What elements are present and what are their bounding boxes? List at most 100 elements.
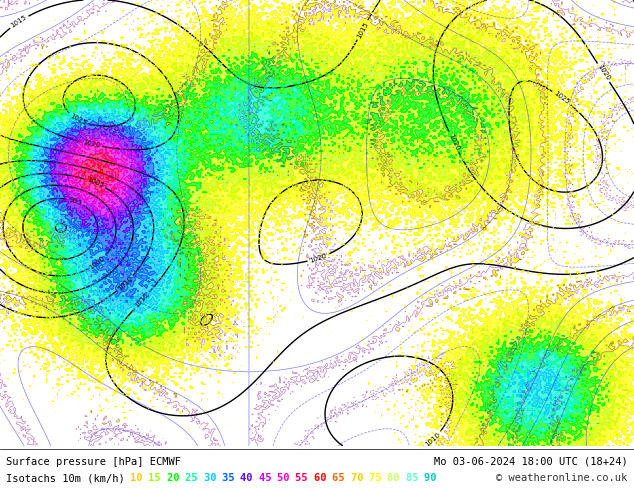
- Text: 10: 10: [471, 211, 476, 218]
- Text: 10: 10: [350, 0, 356, 8]
- Text: 15: 15: [465, 143, 472, 148]
- Text: 1025: 1025: [69, 113, 87, 126]
- Text: 10: 10: [238, 0, 246, 7]
- Text: 15: 15: [434, 74, 440, 82]
- Text: 15: 15: [482, 432, 491, 441]
- Text: 10: 10: [333, 204, 340, 210]
- Text: 15: 15: [276, 183, 284, 189]
- Text: 25: 25: [185, 473, 204, 483]
- Text: 10: 10: [363, 178, 372, 187]
- Text: 15: 15: [432, 46, 441, 53]
- Text: 15: 15: [385, 57, 392, 62]
- Text: 20: 20: [374, 87, 381, 93]
- Text: 15: 15: [439, 159, 447, 166]
- Text: 10: 10: [236, 330, 243, 336]
- Text: 10: 10: [0, 227, 8, 236]
- Text: 10: 10: [384, 33, 392, 42]
- Text: 10: 10: [469, 287, 477, 295]
- Text: 15: 15: [484, 354, 492, 362]
- Text: 15: 15: [148, 473, 167, 483]
- Text: 50: 50: [277, 473, 296, 483]
- Text: 10: 10: [382, 203, 390, 212]
- Text: 10: 10: [219, 241, 226, 248]
- Text: 10: 10: [467, 21, 476, 28]
- Text: 30: 30: [142, 219, 150, 226]
- Text: 25: 25: [210, 95, 217, 103]
- Text: 15: 15: [395, 153, 403, 160]
- Text: 10: 10: [388, 194, 396, 202]
- Text: 10: 10: [98, 378, 105, 386]
- Text: 25: 25: [55, 115, 63, 123]
- Text: 15: 15: [301, 45, 309, 52]
- Text: 10: 10: [515, 20, 524, 26]
- Text: 10: 10: [560, 183, 568, 190]
- Text: 20: 20: [478, 95, 484, 103]
- Text: 20: 20: [529, 435, 536, 441]
- Text: 10: 10: [233, 238, 242, 246]
- Text: 15: 15: [237, 173, 245, 181]
- Text: 10: 10: [168, 346, 176, 355]
- Text: 15: 15: [200, 308, 208, 315]
- Text: 15: 15: [406, 189, 415, 196]
- Text: 10: 10: [454, 346, 462, 353]
- Text: 15: 15: [344, 172, 352, 178]
- Text: 10: 10: [559, 276, 568, 284]
- Text: 10: 10: [174, 360, 182, 368]
- Text: 10: 10: [541, 47, 547, 54]
- Text: 20: 20: [388, 118, 396, 126]
- Text: 10: 10: [424, 0, 430, 8]
- Text: 10: 10: [527, 199, 536, 208]
- Text: 20: 20: [448, 88, 453, 96]
- Text: 55: 55: [108, 169, 117, 176]
- Text: 10: 10: [533, 140, 541, 148]
- Text: 15: 15: [522, 98, 531, 107]
- Text: 10: 10: [30, 63, 37, 68]
- Text: 10: 10: [592, 312, 598, 319]
- Text: 20: 20: [451, 112, 460, 120]
- Text: 15: 15: [507, 120, 515, 129]
- Text: 35: 35: [112, 276, 121, 284]
- Text: 1005: 1005: [86, 177, 105, 189]
- Text: 10: 10: [515, 44, 524, 52]
- Text: 10: 10: [280, 215, 288, 224]
- Text: 10: 10: [446, 340, 454, 347]
- Text: 15: 15: [488, 168, 496, 175]
- Text: 30: 30: [547, 395, 555, 403]
- Text: 10: 10: [29, 308, 36, 317]
- Text: 15: 15: [377, 62, 385, 69]
- Text: 20: 20: [165, 117, 172, 122]
- Text: 10: 10: [125, 62, 134, 70]
- Text: 10: 10: [623, 402, 632, 410]
- Text: 20: 20: [371, 116, 380, 123]
- Text: 10: 10: [435, 434, 443, 442]
- Text: 20: 20: [401, 123, 410, 131]
- Text: 10: 10: [416, 24, 422, 32]
- Text: 20: 20: [282, 154, 289, 163]
- Text: 15: 15: [207, 59, 214, 64]
- Text: 20: 20: [167, 473, 186, 483]
- Text: 10: 10: [581, 101, 589, 107]
- Text: 20: 20: [567, 425, 574, 433]
- Text: 10: 10: [108, 367, 117, 373]
- Text: 15: 15: [335, 60, 344, 67]
- Text: 10: 10: [623, 333, 632, 340]
- Text: 10: 10: [146, 64, 155, 71]
- Text: 30: 30: [127, 301, 135, 307]
- Text: 10: 10: [430, 423, 439, 432]
- Text: 25: 25: [513, 401, 519, 409]
- Text: 20: 20: [200, 103, 207, 109]
- Text: Isotachs 10m (km/h): Isotachs 10m (km/h): [6, 473, 131, 483]
- Text: 1010: 1010: [117, 275, 134, 292]
- Text: 20: 20: [403, 89, 411, 96]
- Text: 15: 15: [388, 161, 396, 170]
- Text: 10: 10: [172, 29, 180, 35]
- Text: 10: 10: [621, 436, 629, 444]
- Text: 30: 30: [526, 378, 534, 385]
- Text: 20: 20: [409, 83, 417, 89]
- Text: 1010: 1010: [424, 431, 441, 447]
- Text: 10: 10: [235, 218, 244, 225]
- Text: 30: 30: [79, 269, 87, 278]
- Text: 25: 25: [259, 96, 267, 103]
- Text: 20: 20: [155, 328, 161, 336]
- Text: 35: 35: [126, 266, 133, 274]
